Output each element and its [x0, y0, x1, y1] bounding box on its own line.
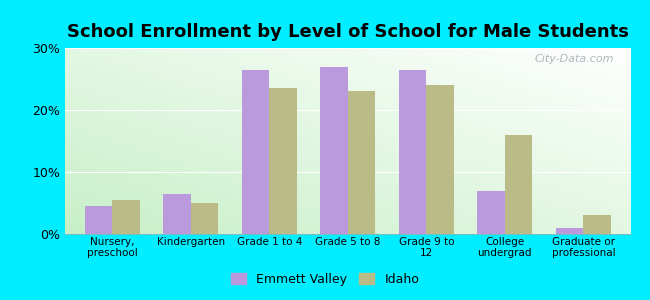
Bar [477, 190, 505, 234]
Bar [269, 88, 296, 234]
Bar [163, 194, 190, 234]
Bar [348, 92, 375, 234]
Bar [84, 206, 112, 234]
Bar [320, 67, 348, 234]
Bar [584, 215, 611, 234]
Title: School Enrollment by Level of School for Male Students: School Enrollment by Level of School for… [67, 23, 629, 41]
Legend: Emmett Valley, Idaho: Emmett Valley, Idaho [226, 268, 424, 291]
Bar [426, 85, 454, 234]
Text: City-Data.com: City-Data.com [534, 54, 614, 64]
Bar [242, 70, 269, 234]
Bar [399, 70, 426, 234]
Bar [112, 200, 140, 234]
Bar [190, 203, 218, 234]
Bar [556, 228, 584, 234]
Bar [505, 135, 532, 234]
